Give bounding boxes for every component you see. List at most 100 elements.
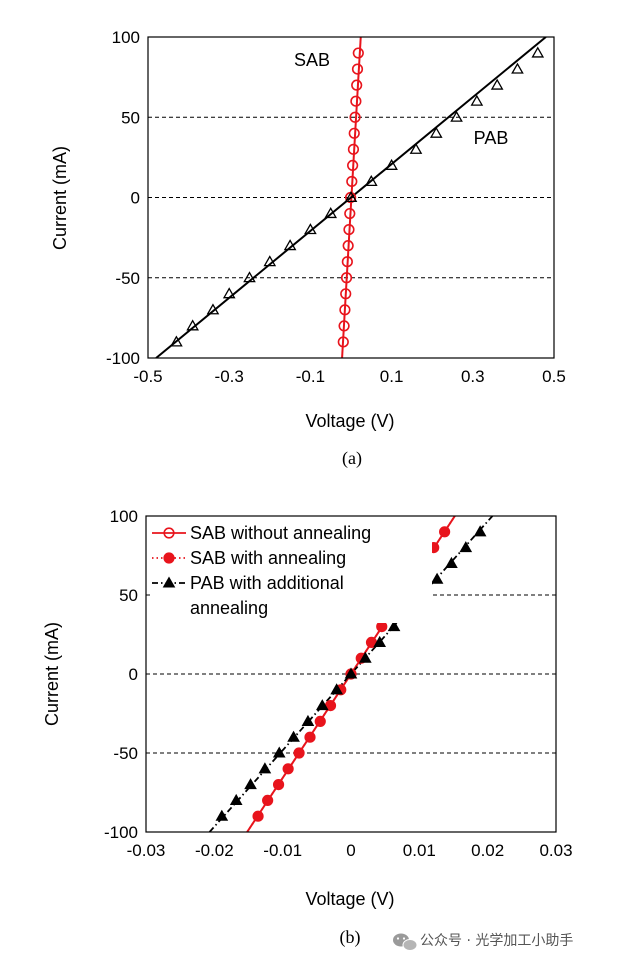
chart-a-markers	[170, 46, 545, 348]
annotation-sab: SAB	[294, 50, 330, 70]
x-tick-label: -0.3	[215, 367, 244, 386]
data-point	[373, 635, 387, 647]
watermark: 公众号 · 光学加工小助手	[393, 933, 573, 951]
data-point	[470, 94, 484, 106]
data-point	[344, 207, 356, 220]
y-tick-label: -50	[115, 269, 140, 288]
data-point	[341, 256, 353, 268]
chart-a: -0.5 -0.3 -0.1 0.1 0.3 0.5 100 50 0 -50 -100 SAB P…	[50, 28, 566, 469]
data-point	[351, 63, 364, 75]
chart-b-caption: (b)	[340, 927, 361, 948]
data-point	[262, 794, 274, 807]
data-point	[439, 526, 451, 538]
data-point	[272, 778, 285, 791]
legend-marker	[163, 527, 175, 539]
data-point	[490, 78, 504, 90]
data-point	[222, 287, 236, 299]
data-point	[387, 620, 401, 632]
chart-b-plot-frame	[145, 515, 557, 833]
data-point	[339, 304, 351, 316]
data-point	[347, 143, 360, 155]
data-point	[340, 288, 352, 300]
y-tick-label: 100	[110, 507, 138, 526]
data-point	[263, 255, 277, 267]
x-tick-label: 0	[346, 841, 355, 860]
y-tick-label: 0	[131, 189, 140, 208]
data-point	[315, 699, 329, 711]
data-point	[343, 224, 355, 236]
x-tick-label: -0.03	[127, 841, 166, 860]
data-point	[359, 651, 372, 663]
x-tick-label: -0.01	[263, 841, 302, 860]
data-point	[314, 715, 326, 728]
data-point	[229, 793, 243, 805]
x-tick-label: 0.03	[539, 841, 572, 860]
data-point	[324, 207, 338, 219]
data-point	[350, 95, 362, 107]
chart-b-legend: SAB without annealing SAB with annealing P…	[150, 519, 432, 623]
legend-marker	[162, 576, 176, 588]
chart-a-caption: (a)	[342, 448, 362, 469]
data-point	[283, 239, 297, 251]
data-point	[429, 126, 443, 138]
data-point	[473, 525, 487, 537]
chart-a-y-axis-label: Current (mA)	[50, 146, 70, 250]
y-tick-label: 50	[121, 108, 140, 127]
y-tick-label: 50	[119, 586, 138, 605]
data-point	[351, 79, 363, 91]
data-point	[206, 303, 220, 315]
chart-a-x-axis-label: Voltage (V)	[305, 411, 394, 431]
data-point	[282, 763, 294, 775]
x-tick-label: 0.02	[471, 841, 504, 860]
y-tick-label: 100	[112, 28, 140, 47]
data-point	[349, 111, 361, 123]
data-point	[340, 272, 353, 284]
data-point	[346, 175, 358, 188]
x-tick-label: -0.5	[133, 367, 162, 386]
legend-box	[150, 519, 432, 623]
chart-b: -0.03 -0.02 -0.01 0 0.01 0.02 0.03 100 50 0 -50 -10…	[42, 507, 573, 948]
chart-b-x-axis-label: Voltage (V)	[305, 889, 394, 909]
x-tick-label: 0.5	[542, 367, 566, 386]
data-point	[445, 556, 458, 568]
data-point	[330, 683, 343, 695]
data-point	[342, 240, 354, 252]
chart-b-tick-labels: -0.03 -0.02 -0.01 0 0.01 0.02 0.03 100 50 0 -50 -10…	[104, 507, 573, 860]
data-point	[409, 142, 423, 154]
x-tick-label: 0.01	[403, 841, 436, 860]
legend-label: SAB with annealing	[190, 548, 346, 568]
watermark-text: 公众号 · 光学加工小助手	[420, 933, 573, 949]
data-point	[511, 62, 524, 74]
wechat-icon	[393, 933, 418, 951]
x-tick-label: -0.02	[195, 841, 234, 860]
data-point	[252, 810, 264, 822]
legend-marker	[163, 552, 175, 564]
legend-label: SAB without annealing	[190, 523, 371, 543]
data-point	[338, 320, 350, 332]
data-point	[186, 319, 199, 331]
data-point	[337, 336, 349, 348]
data-point	[531, 46, 545, 58]
data-point	[347, 159, 359, 171]
series-fit-line	[155, 37, 547, 358]
data-point	[459, 541, 473, 553]
chart-a-plot-frame	[147, 36, 555, 359]
data-point	[244, 778, 257, 790]
data-point	[287, 730, 300, 742]
data-point	[304, 731, 316, 743]
x-tick-label: -0.1	[296, 367, 325, 386]
data-point	[258, 762, 272, 774]
x-tick-label: 0.3	[461, 367, 485, 386]
legend-label: PAB with additional	[190, 573, 344, 593]
annotation-pab: PAB	[474, 128, 509, 148]
data-point	[304, 223, 317, 235]
y-tick-label: 0	[129, 665, 138, 684]
chart-a-tick-labels: -0.5 -0.3 -0.1 0.1 0.3 0.5 100 50 0 -50 -100	[106, 28, 566, 386]
data-point	[344, 667, 358, 679]
data-point	[293, 747, 305, 759]
x-tick-label: 0.1	[380, 367, 404, 386]
data-point	[364, 174, 378, 187]
data-point	[243, 271, 256, 283]
data-point	[301, 714, 315, 726]
